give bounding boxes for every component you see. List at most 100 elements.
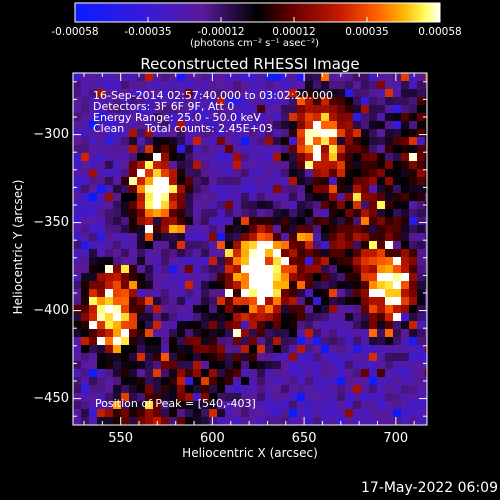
heatmap-cell — [209, 249, 217, 257]
heatmap-cell — [249, 257, 257, 265]
heatmap-cell — [297, 129, 305, 137]
heatmap-cell — [369, 121, 377, 129]
heatmap-cell — [417, 297, 425, 305]
heatmap-cell — [353, 361, 361, 369]
heatmap-cell — [257, 337, 265, 345]
heatmap-cell — [177, 353, 185, 361]
heatmap-cell — [185, 249, 193, 257]
heatmap-cell — [329, 321, 337, 329]
heatmap-cell — [105, 345, 113, 353]
heatmap-cell — [273, 225, 281, 233]
heatmap-cell — [249, 97, 257, 105]
heatmap-cell — [249, 289, 257, 297]
heatmap-cell — [273, 185, 281, 193]
heatmap-cell — [129, 345, 137, 353]
heatmap-cell — [329, 281, 337, 289]
heatmap-cell — [105, 161, 113, 169]
heatmap-cell — [241, 305, 249, 313]
heatmap-cell — [73, 233, 81, 241]
heatmap-cell — [297, 257, 305, 265]
heatmap-cell — [401, 209, 409, 217]
heatmap-cell — [425, 273, 427, 281]
heatmap-cell — [273, 217, 281, 225]
heatmap-cell — [321, 169, 329, 177]
heatmap-cell — [257, 321, 265, 329]
heatmap-cell — [409, 361, 417, 369]
heatmap-cell — [377, 241, 385, 249]
heatmap-cell — [249, 329, 257, 337]
heatmap-cell — [201, 97, 209, 105]
heatmap-cell — [417, 241, 425, 249]
heatmap-cell — [345, 217, 353, 225]
heatmap-cell — [169, 361, 177, 369]
heatmap-cell — [289, 417, 297, 425]
heatmap-cell — [97, 81, 105, 89]
heatmap-cell — [393, 321, 401, 329]
heatmap-cell — [337, 185, 345, 193]
heatmap-cell — [273, 169, 281, 177]
heatmap-cell — [401, 273, 409, 281]
heatmap-cell — [401, 249, 409, 257]
heatmap-cell — [281, 329, 289, 337]
heatmap-cell — [169, 353, 177, 361]
heatmap-cell — [353, 137, 361, 145]
heatmap-cell — [393, 385, 401, 393]
heatmap-cell — [393, 249, 401, 257]
heatmap-cell — [265, 409, 273, 417]
heatmap-cell — [425, 385, 427, 393]
heatmap-cell — [249, 393, 257, 401]
heatmap-cell — [273, 377, 281, 385]
heatmap-cell — [401, 145, 409, 153]
heatmap-cell — [409, 321, 417, 329]
heatmap-cell — [137, 337, 145, 345]
heatmap-cell — [361, 281, 369, 289]
heatmap-cell — [233, 225, 241, 233]
heatmap-cell — [425, 321, 427, 329]
heatmap-cell — [401, 257, 409, 265]
heatmap-cell — [409, 417, 417, 425]
heatmap-cell — [89, 265, 97, 273]
heatmap-cell — [401, 81, 409, 89]
heatmap-cell — [313, 217, 321, 225]
heatmap-cell — [393, 169, 401, 177]
heatmap-cell — [305, 209, 313, 217]
heatmap-cell — [265, 353, 273, 361]
heatmap-cell — [145, 121, 153, 129]
heatmap-cell — [273, 345, 281, 353]
heatmap-cell — [345, 153, 353, 161]
heatmap-cell — [233, 289, 241, 297]
heatmap-cell — [81, 113, 89, 121]
heatmap-cell — [361, 337, 369, 345]
heatmap-cell — [209, 329, 217, 337]
heatmap-cell — [425, 257, 427, 265]
heatmap-cell — [225, 201, 233, 209]
heatmap-cell — [321, 345, 329, 353]
heatmap-cell — [273, 361, 281, 369]
heatmap-cell — [81, 225, 89, 233]
heatmap-cell — [313, 417, 321, 425]
heatmap-cell — [329, 361, 337, 369]
heatmap-cell — [385, 321, 393, 329]
heatmap-cell — [417, 177, 425, 185]
heatmap-cell — [161, 121, 169, 129]
heatmap-cell — [145, 209, 153, 217]
heatmap-cell — [161, 97, 169, 105]
heatmap-cell — [289, 297, 297, 305]
heatmap-cell — [305, 257, 313, 265]
heatmap-cell — [241, 217, 249, 225]
heatmap-cell — [97, 113, 105, 121]
heatmap-cell — [161, 265, 169, 273]
heatmap-cell — [97, 289, 105, 297]
heatmap-cell — [369, 73, 377, 81]
heatmap-cell — [273, 329, 281, 337]
heatmap-cell — [345, 281, 353, 289]
heatmap-cell — [289, 345, 297, 353]
heatmap-cell — [313, 145, 321, 153]
heatmap-cell — [313, 241, 321, 249]
heatmap-cell — [129, 121, 137, 129]
heatmap-cell — [393, 281, 401, 289]
heatmap-cell — [345, 73, 353, 81]
heatmap-cell — [305, 401, 313, 409]
heatmap-cell — [201, 257, 209, 265]
heatmap-cell — [257, 153, 265, 161]
